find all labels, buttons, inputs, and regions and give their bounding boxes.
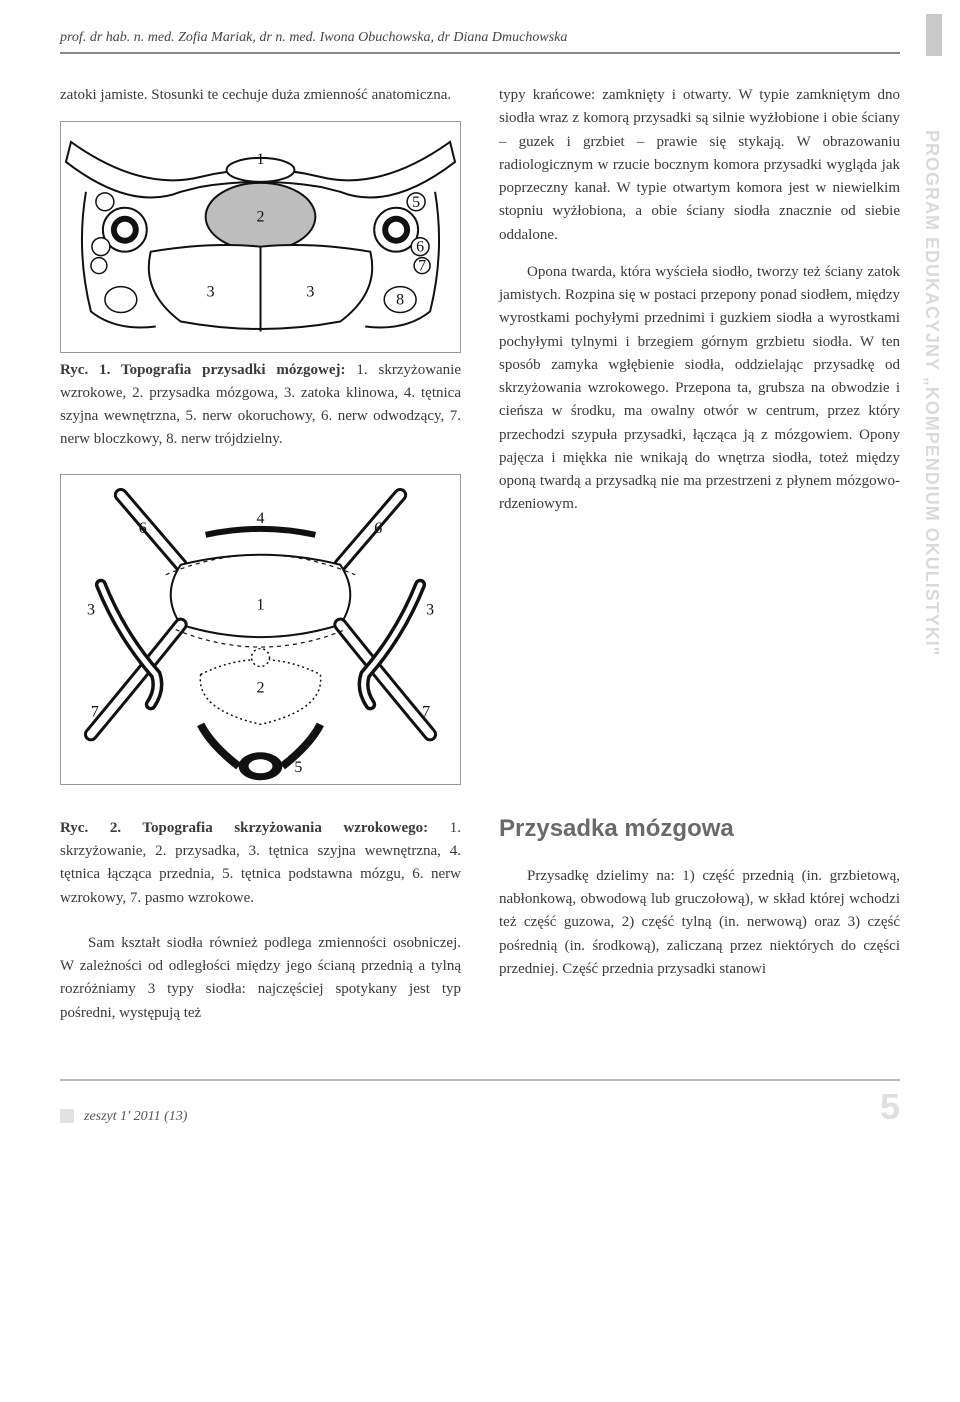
- svg-text:3: 3: [87, 601, 95, 618]
- left-column-lower: Ryc. 2. Topografia skrzyżowania wzrokowe…: [60, 811, 461, 1039]
- side-tab-title: PROGRAM EDUKACYJNY „KOMPENDIUM OKULISTYK…: [921, 130, 942, 656]
- right-column-lower: Przysadka mózgowa Przysadkę dzielimy na:…: [499, 811, 900, 1039]
- svg-text:7: 7: [91, 703, 99, 720]
- figure-2-caption: Ryc. 2. Topografia skrzyżowania wzrokowe…: [60, 817, 461, 910]
- figure-1-svg: 1 2 3 3 4 4 5 6 7 8: [60, 121, 461, 352]
- left-intro: zatoki jamiste. Stosunki te cechuje duża…: [60, 84, 461, 107]
- right-para-2: Opona twarda, która wyścieła siodło, two…: [499, 261, 900, 517]
- footer-issue: zeszyt 1' 2011 (13): [84, 1109, 187, 1125]
- svg-text:7: 7: [418, 258, 426, 275]
- footer-page-number: 5: [880, 1089, 900, 1125]
- header-authors: prof. dr hab. n. med. Zofia Mariak, dr n…: [60, 30, 900, 46]
- figure-1: 1 2 3 3 4 4 5 6 7 8: [60, 121, 461, 352]
- figure-2: 1 2 3 3 4 5 6 6 7 7: [60, 474, 461, 785]
- page: prof. dr hab. n. med. Zofia Mariak, dr n…: [0, 0, 960, 1402]
- left-para-sam: Sam kształt siodła również podlega zmien…: [60, 932, 461, 1025]
- svg-text:3: 3: [426, 601, 434, 618]
- right-column: typy krańcowe: zamknięty i otwarty. W ty…: [499, 84, 900, 791]
- svg-text:2: 2: [257, 209, 265, 226]
- svg-text:3: 3: [306, 284, 314, 301]
- svg-text:4: 4: [392, 222, 400, 239]
- svg-text:6: 6: [416, 239, 424, 256]
- svg-text:7: 7: [422, 703, 430, 720]
- svg-text:4: 4: [121, 222, 129, 239]
- section-heading: Przysadka mózgowa: [499, 815, 900, 843]
- svg-text:1: 1: [257, 151, 265, 168]
- svg-text:2: 2: [257, 679, 265, 696]
- svg-text:5: 5: [294, 759, 302, 776]
- figure-1-caption: Ryc. 1. Topografia przysadki mózgowej: 1…: [60, 359, 461, 452]
- footer-marker-icon: [60, 1109, 74, 1123]
- right-para-1: typy krańcowe: zamknięty i otwarty. W ty…: [499, 84, 900, 247]
- footer-left: zeszyt 1' 2011 (13): [60, 1109, 187, 1125]
- footer: zeszyt 1' 2011 (13) 5: [60, 1079, 900, 1125]
- header-rule: [60, 52, 900, 54]
- svg-text:6: 6: [374, 520, 382, 537]
- svg-text:3: 3: [207, 284, 215, 301]
- svg-text:8: 8: [396, 292, 404, 309]
- svg-text:1: 1: [257, 596, 265, 613]
- svg-text:6: 6: [139, 520, 147, 537]
- figure-1-caption-title: Ryc. 1. Topografia przysadki mózgowej:: [60, 362, 346, 378]
- svg-text:5: 5: [412, 194, 420, 211]
- figure-2-caption-title: Ryc. 2. Topografia skrzyżowania wzrokowe…: [60, 820, 428, 836]
- left-column: zatoki jamiste. Stosunki te cechuje duża…: [60, 84, 461, 791]
- right-para-3: Przysadkę dzielimy na: 1) część przednią…: [499, 865, 900, 981]
- svg-text:4: 4: [257, 510, 265, 527]
- columns-upper: zatoki jamiste. Stosunki te cechuje duża…: [60, 84, 900, 791]
- header-tab-chip: [926, 14, 942, 56]
- figure-2-svg: 1 2 3 3 4 5 6 6 7 7: [60, 474, 461, 785]
- columns-lower: Ryc. 2. Topografia skrzyżowania wzrokowe…: [60, 811, 900, 1039]
